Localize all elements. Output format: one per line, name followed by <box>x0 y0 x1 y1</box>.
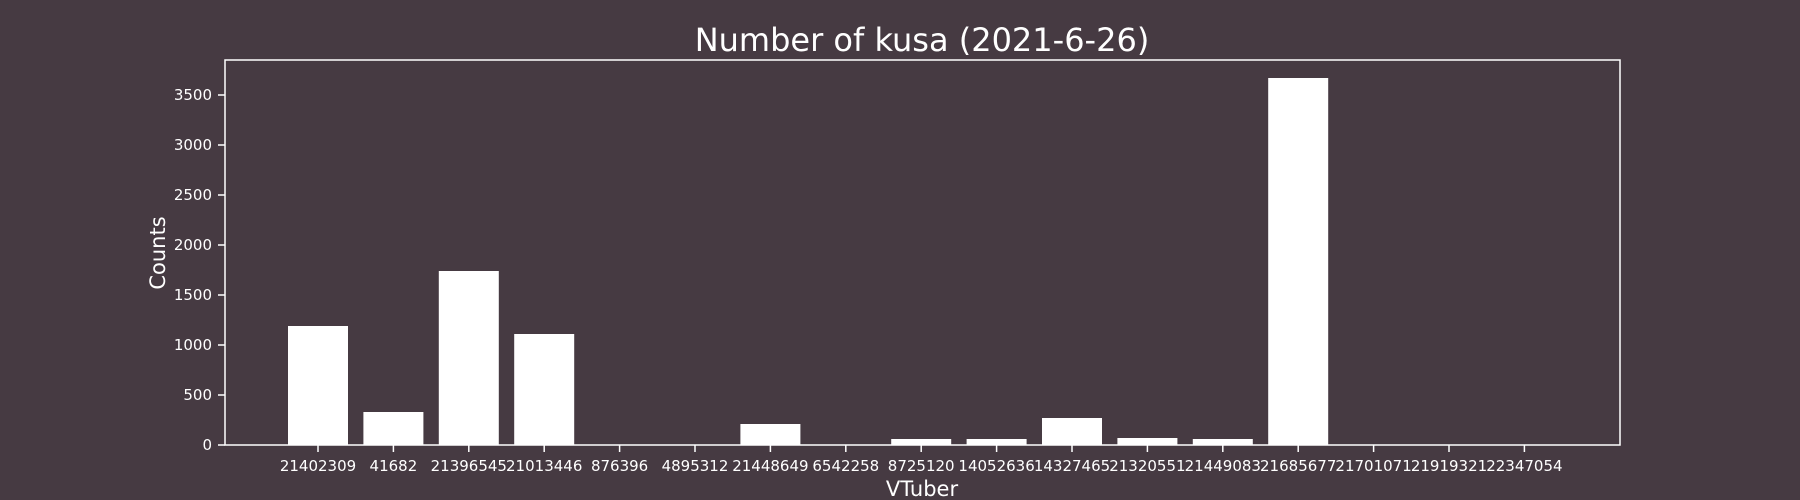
x-tick-label: 8725120 <box>888 457 955 475</box>
x-tick-label: 21402309 <box>280 457 356 475</box>
x-tick-label: 6542258 <box>812 457 879 475</box>
bar <box>363 412 424 445</box>
x-tick-label: 21396545 <box>431 457 507 475</box>
bar <box>1117 438 1178 445</box>
bar <box>514 334 575 445</box>
y-tick-label: 1500 <box>174 286 212 304</box>
x-tick-label: 21448649 <box>732 457 808 475</box>
x-tick-label: 14052636 <box>958 457 1034 475</box>
y-tick-label: 0 <box>202 436 212 454</box>
x-tick-label: 21013446 <box>506 457 582 475</box>
bar <box>1042 418 1102 445</box>
x-tick-label: 876396 <box>591 457 648 475</box>
bar <box>288 326 348 445</box>
x-tick-label: 21449083 <box>1185 457 1261 475</box>
chart-title: Number of kusa (2021-6-26) <box>695 21 1150 59</box>
x-tick-label: 21685677 <box>1260 457 1336 475</box>
y-tick-label: 3000 <box>174 136 212 154</box>
y-axis-label: Counts <box>146 216 170 289</box>
y-tick-label: 500 <box>183 386 212 404</box>
plot-frame <box>224 59 1621 446</box>
y-tick-label: 2000 <box>174 236 212 254</box>
y-axis: 0 500 1000 1500 2000 2500 3000 3500 <box>174 86 225 454</box>
x-tick-label: 4895312 <box>662 457 729 475</box>
bar <box>966 439 1027 445</box>
bars <box>288 78 1329 445</box>
x-tick-label: 41682 <box>370 457 418 475</box>
x-tick-label: 21320551 <box>1109 457 1185 475</box>
x-tick-label: 21701071 <box>1335 457 1411 475</box>
bar <box>438 271 499 445</box>
x-tick-label: 22347054 <box>1486 457 1562 475</box>
bar <box>891 439 952 445</box>
y-tick-label: 1000 <box>174 336 212 354</box>
x-axis: 21402309 41682 21396545 21013446 876396 48953… <box>280 445 1563 475</box>
bar <box>1268 78 1329 445</box>
bar <box>1192 439 1253 445</box>
x-axis-label: VTuber <box>886 477 959 500</box>
y-tick-label: 2500 <box>174 186 212 204</box>
y-tick-label: 3500 <box>174 86 212 104</box>
x-tick-label: 21919321 <box>1411 457 1487 475</box>
bar <box>740 424 801 445</box>
x-tick-label: 14327465 <box>1034 457 1110 475</box>
